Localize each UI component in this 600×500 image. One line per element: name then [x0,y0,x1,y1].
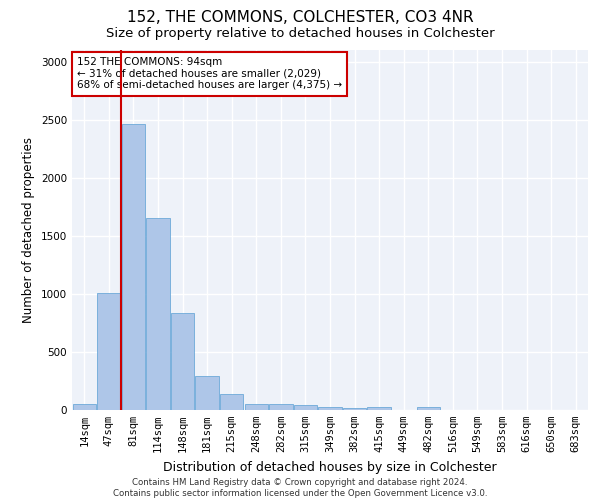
Bar [122,124,145,410]
Bar [416,406,440,410]
Bar [319,406,341,410]
Bar [196,376,219,410]
Text: Size of property relative to detached houses in Colchester: Size of property relative to detached ho… [106,28,494,40]
Bar [73,404,96,410]
Text: 152, THE COMMONS, COLCHESTER, CO3 4NR: 152, THE COMMONS, COLCHESTER, CO3 4NR [127,10,473,25]
Bar [367,406,391,410]
X-axis label: Distribution of detached houses by size in Colchester: Distribution of detached houses by size … [163,460,497,473]
Bar [343,408,366,410]
Bar [146,218,170,410]
Bar [220,394,244,410]
Bar [269,404,293,410]
Text: Contains HM Land Registry data © Crown copyright and database right 2024.
Contai: Contains HM Land Registry data © Crown c… [113,478,487,498]
Bar [97,294,121,410]
Bar [171,313,194,410]
Text: 152 THE COMMONS: 94sqm
← 31% of detached houses are smaller (2,029)
68% of semi-: 152 THE COMMONS: 94sqm ← 31% of detached… [77,57,342,90]
Bar [245,404,268,410]
Bar [294,405,317,410]
Y-axis label: Number of detached properties: Number of detached properties [22,137,35,323]
